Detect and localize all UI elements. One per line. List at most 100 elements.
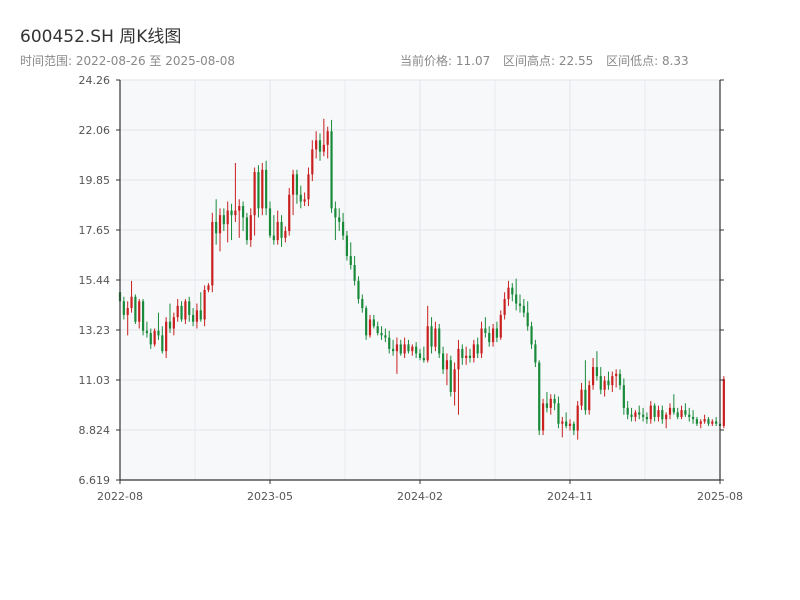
candle-body xyxy=(203,289,206,320)
candle-body xyxy=(657,410,660,417)
y-tick-label: 8.824 xyxy=(79,424,111,437)
y-tick-label: 17.65 xyxy=(79,224,111,237)
candle-body xyxy=(680,410,683,417)
candle-body xyxy=(149,333,152,345)
candle-body xyxy=(211,221,214,286)
y-tick-label: 6.619 xyxy=(79,474,111,487)
candle-body xyxy=(526,312,529,327)
candle-body xyxy=(711,421,714,424)
candle-body xyxy=(484,328,487,334)
candle-body xyxy=(576,405,579,431)
candle-body xyxy=(545,403,549,408)
candle-body xyxy=(580,389,583,406)
candle-body xyxy=(515,294,518,304)
candle-body xyxy=(461,348,464,358)
candle-body xyxy=(568,423,572,427)
candle-body xyxy=(426,326,429,361)
candle-body xyxy=(241,206,245,218)
candle-body xyxy=(607,380,610,386)
candle-body xyxy=(449,360,452,393)
candle-body xyxy=(591,367,595,386)
candle-body xyxy=(407,344,410,352)
candle-body xyxy=(403,344,406,354)
candle-body xyxy=(130,296,133,309)
candle-body xyxy=(638,412,641,415)
candle-body xyxy=(561,421,564,424)
candle-body xyxy=(238,206,241,211)
candle-body xyxy=(272,235,275,241)
candle-body xyxy=(691,416,695,420)
candle-body xyxy=(572,423,575,431)
candle-body xyxy=(676,412,679,417)
candle-body xyxy=(268,208,272,236)
candle-body xyxy=(280,221,283,238)
candle-body xyxy=(380,333,383,336)
candle-body xyxy=(230,210,233,216)
candle-body xyxy=(641,414,645,417)
candle-body xyxy=(326,131,329,145)
candle-body xyxy=(622,385,625,408)
price-stats: 当前价格: 11.07 区间高点: 22.55 区间低点: 8.33 xyxy=(400,52,698,69)
candle-body xyxy=(472,344,475,358)
candle-body xyxy=(599,376,602,390)
candle-body xyxy=(349,255,352,266)
range-high: 区间高点: 22.55 xyxy=(503,54,594,68)
candle-body xyxy=(322,144,325,152)
candle-body xyxy=(468,355,472,358)
candle-body xyxy=(338,217,341,222)
candle-body xyxy=(341,221,345,236)
candle-body xyxy=(184,301,187,320)
candle-body xyxy=(549,398,552,408)
axes: 24.26 22.06 19.85 17.65 15.44 13.23 11.03 8.824… xyxy=(79,74,743,503)
candle-body xyxy=(715,421,718,424)
y-tick-label: 11.03 xyxy=(79,374,111,387)
candle-body xyxy=(303,199,306,202)
candle-body xyxy=(634,412,637,417)
candle-body xyxy=(180,305,183,320)
candle-body xyxy=(699,421,702,424)
candle-body xyxy=(661,410,664,420)
candle-body xyxy=(522,305,525,313)
candle-body xyxy=(307,174,310,200)
candle-body xyxy=(499,314,502,338)
candle-body xyxy=(603,380,606,390)
candle-body xyxy=(361,299,364,309)
candle-body xyxy=(315,140,318,150)
candle-body xyxy=(165,321,168,352)
y-tick-label: 15.44 xyxy=(79,274,111,287)
candle-body xyxy=(234,210,237,216)
candle-body xyxy=(172,317,175,329)
candle-body xyxy=(553,398,556,404)
candle-body xyxy=(141,301,145,331)
candle-body xyxy=(176,305,179,318)
candle-body xyxy=(595,367,599,377)
candle-body xyxy=(295,174,299,195)
candle-body xyxy=(665,414,668,420)
candle-body xyxy=(261,169,264,209)
candle-body xyxy=(441,353,445,370)
candle-body xyxy=(226,210,229,225)
candle-body xyxy=(399,344,402,354)
candle-body xyxy=(445,360,449,370)
candle-body xyxy=(218,215,222,234)
candle-body xyxy=(245,217,249,241)
candle-body xyxy=(611,376,614,386)
candle-body xyxy=(357,280,360,300)
candle-body xyxy=(476,344,479,354)
candle-body xyxy=(195,310,199,322)
candle-body xyxy=(122,301,125,315)
candle-body xyxy=(372,319,375,327)
x-tick-label: 2024-02 xyxy=(397,490,443,503)
candle-body xyxy=(626,407,629,415)
candle-body xyxy=(415,346,418,354)
candle-body xyxy=(207,285,210,290)
time-range: 时间范围: 2022-08-26 至 2025-08-08 xyxy=(20,54,235,68)
candle-body xyxy=(145,330,149,334)
candle-body xyxy=(418,353,422,358)
candles xyxy=(118,118,725,440)
candle-body xyxy=(391,348,395,352)
candle-body xyxy=(541,403,545,431)
candle-body xyxy=(368,319,372,336)
candle-body xyxy=(265,169,268,209)
